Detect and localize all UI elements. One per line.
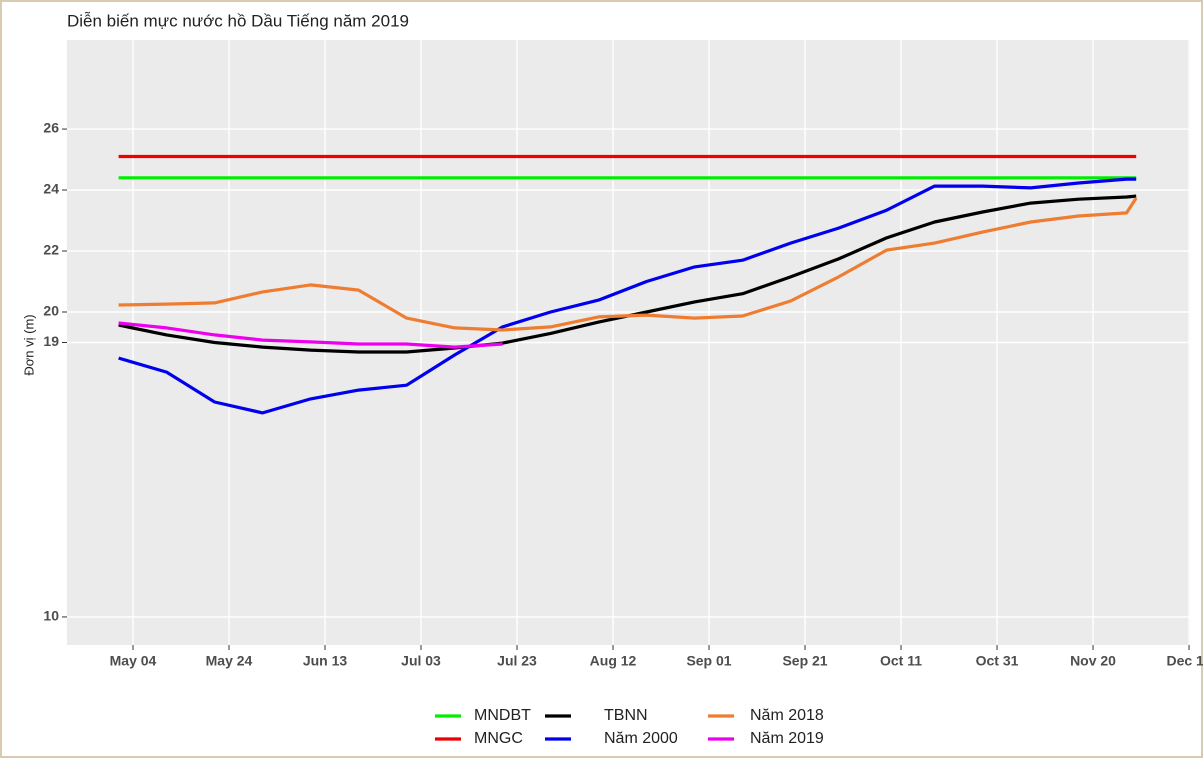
y-axis-label: Đơn vị (m) bbox=[21, 314, 36, 375]
legend-label: MNGC bbox=[474, 730, 523, 747]
y-tick-label: 10 bbox=[43, 608, 59, 624]
x-tick-label: Aug 12 bbox=[590, 653, 637, 669]
y-tick-label: 20 bbox=[43, 303, 59, 319]
legend-label: MNDBT bbox=[474, 707, 531, 724]
y-tick-label: 19 bbox=[43, 333, 59, 349]
legend-label: Năm 2019 bbox=[750, 730, 824, 747]
x-tick-label: May 24 bbox=[206, 653, 253, 669]
series-line bbox=[118, 321, 503, 349]
x-tick-label: Jul 03 bbox=[401, 653, 441, 669]
y-tick-label: 26 bbox=[43, 120, 59, 136]
y-tick-label: 22 bbox=[43, 242, 59, 258]
series-line bbox=[118, 197, 1138, 332]
y-tick-label: 24 bbox=[43, 181, 59, 197]
series-line bbox=[118, 194, 1137, 354]
x-tick-label: Oct 31 bbox=[976, 653, 1019, 669]
x-tick-label: Sep 21 bbox=[782, 653, 827, 669]
x-tick-label: Jun 13 bbox=[303, 653, 348, 669]
x-tick-label: May 04 bbox=[110, 653, 157, 669]
series-line bbox=[118, 177, 1137, 415]
x-tick-label: Dec 10 bbox=[1166, 653, 1203, 669]
legend-label: TBNN bbox=[604, 707, 648, 724]
x-tick-label: Oct 11 bbox=[880, 653, 922, 669]
x-tick-label: Sep 01 bbox=[686, 653, 731, 669]
x-tick-label: Nov 20 bbox=[1070, 653, 1116, 669]
chart-title: Diễn biến mực nước hồ Dầu Tiếng năm 2019 bbox=[67, 11, 409, 30]
x-tick-label: Jul 23 bbox=[497, 653, 537, 669]
legend-label: Năm 2018 bbox=[750, 707, 824, 724]
legend-label: Năm 2000 bbox=[604, 730, 678, 747]
